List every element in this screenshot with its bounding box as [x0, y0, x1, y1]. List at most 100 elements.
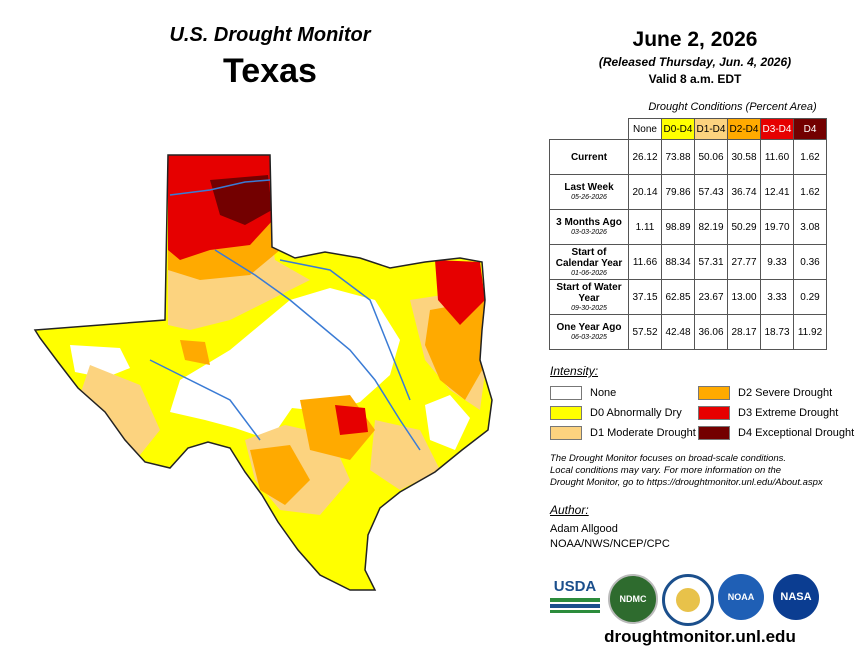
table-cell: 50.29 [727, 209, 761, 245]
table-cell: 0.29 [793, 279, 827, 315]
table-cell: 42.48 [661, 314, 695, 350]
table-cell: 62.85 [661, 279, 695, 315]
col-none: None [628, 118, 662, 140]
row-label: Current [549, 139, 629, 175]
table-row: Current 26.12 73.88 50.06 30.58 11.60 1.… [549, 139, 827, 175]
table-corner [550, 119, 629, 140]
note-line: Drought Monitor, go to https://droughtmo… [550, 477, 823, 488]
nasa-logo-text: NASA [780, 591, 812, 603]
legend-item-d0: D0 Abnormally Dry [550, 406, 682, 420]
legend-swatch [550, 406, 582, 420]
table-cell: 79.86 [661, 174, 695, 210]
website-url[interactable]: droughtmonitor.unl.edu [604, 627, 796, 646]
row-label: 3 Months Ago 03-03-2026 [549, 209, 629, 245]
map-title: U.S. Drought Monitor [169, 24, 371, 46]
legend-item-d2: D2 Severe Drought [698, 386, 832, 400]
table-cell: 82.19 [694, 209, 728, 245]
table-cell: 1.11 [628, 209, 662, 245]
table-cell: 1.62 [793, 174, 827, 210]
legend-item-d3: D3 Extreme Drought [698, 406, 838, 420]
col-d1-d4: D1-D4 [694, 118, 728, 140]
table-cell: 9.33 [760, 244, 794, 280]
drought-conditions-table: None D0-D4 D1-D4 D2-D4 D3-D4 D4 Current … [549, 118, 827, 350]
legend-label: D4 Exceptional Drought [738, 427, 855, 439]
table-cell: 1.62 [793, 139, 827, 175]
legend-label: D0 Abnormally Dry [590, 407, 682, 419]
usda-logo-text: USDA [553, 578, 597, 595]
row-date: 09-30-2025 [571, 304, 607, 312]
table-row: 3 Months Ago 03-03-2026 1.11 98.89 82.19 … [549, 209, 827, 245]
legend-item-d1: D1 Moderate Drought [550, 426, 696, 440]
table-row: Start of Calendar Year 01-06-2026 11.66 8… [549, 244, 827, 280]
table-row: Start of Water Year 09-30-2025 37.15 62.8… [549, 279, 827, 315]
table-caption: Drought Conditions (Percent Area) [648, 101, 817, 113]
legend-item-d4: D4 Exceptional Drought [698, 426, 854, 440]
disclaimer-note: The Drought Monitor focuses on broad-sca… [550, 453, 850, 489]
usda-logo: USDA [550, 578, 600, 614]
table-cell: 11.92 [793, 314, 827, 350]
table-cell: 57.31 [694, 244, 728, 280]
texas-drought-map [33, 154, 493, 591]
col-d3-d4: D3-D4 [760, 118, 794, 140]
table-cell: 0.36 [793, 244, 827, 280]
table-row: One Year Ago 06-03-2025 57.52 42.48 36.06… [549, 314, 827, 350]
table-cell: 50.06 [694, 139, 728, 175]
author-name: Adam Allgood [550, 523, 618, 535]
col-d0-d4: D0-D4 [661, 118, 695, 140]
row-label: Last Week 05-26-2026 [549, 174, 629, 210]
noaa-logo: NOAA [718, 574, 764, 620]
legend-item-none: None [550, 386, 616, 400]
row-label: One Year Ago 06-03-2025 [549, 314, 629, 350]
ndmc-logo: NDMC [608, 574, 658, 624]
map-date: June 2, 2026 [632, 28, 758, 51]
legend-label: D3 Extreme Drought [738, 407, 839, 419]
note-line: Local conditions may vary. For more info… [550, 465, 782, 476]
author-org: NOAA/NWS/NCEP/CPC [550, 538, 670, 550]
table-cell: 19.70 [760, 209, 794, 245]
table-cell: 30.58 [727, 139, 761, 175]
row-date: 06-03-2025 [571, 334, 607, 341]
table-cell: 23.67 [694, 279, 728, 315]
legend-label: D1 Moderate Drought [590, 427, 696, 439]
row-date: 03-03-2026 [571, 229, 607, 236]
table-cell: 26.12 [628, 139, 662, 175]
usdc-seal-logo [662, 574, 714, 626]
release-date: (Released Thursday, Jun. 4, 2026) [598, 55, 792, 69]
table-cell: 36.06 [694, 314, 728, 350]
table-cell: 3.33 [760, 279, 794, 315]
table-cell: 11.60 [760, 139, 794, 175]
table-cell: 36.74 [727, 174, 761, 210]
note-line: The Drought Monitor focuses on broad-sca… [550, 453, 787, 464]
table-row: Last Week 05-26-2026 20.14 79.86 57.43 36… [549, 174, 827, 210]
table-cell: 3.08 [793, 209, 827, 245]
row-label: Start of Water Year 09-30-2025 [549, 279, 629, 315]
author-block: Adam Allgood NOAA/NWS/NCEP/CPC [550, 522, 670, 552]
row-label: Start of Calendar Year 01-06-2026 [549, 244, 629, 280]
legend-heading: Intensity: [550, 364, 599, 378]
ndmc-logo-text: NDMC [619, 594, 647, 604]
table-cell: 37.15 [628, 279, 662, 315]
legend-swatch [550, 426, 582, 440]
table-cell: 13.00 [727, 279, 761, 315]
author-heading: Author: [550, 503, 589, 517]
table-cell: 57.52 [628, 314, 662, 350]
table-cell: 57.43 [694, 174, 728, 210]
row-date: 05-26-2026 [571, 194, 607, 201]
table-cell: 18.73 [760, 314, 794, 350]
table-cell: 98.89 [661, 209, 695, 245]
legend-label: None [590, 387, 617, 399]
table-cell: 88.34 [661, 244, 695, 280]
row-date: 01-06-2026 [571, 269, 607, 277]
nasa-logo: NASA [773, 574, 819, 620]
table-cell: 73.88 [661, 139, 695, 175]
col-d2-d4: D2-D4 [727, 118, 761, 140]
table-cell: 27.77 [727, 244, 761, 280]
table-cell: 12.41 [760, 174, 794, 210]
noaa-logo-text: NOAA [727, 592, 755, 602]
col-d4: D4 [793, 118, 827, 140]
legend-label: D2 Severe Drought [738, 387, 833, 399]
table-cell: 28.17 [727, 314, 761, 350]
legend-swatch [698, 386, 730, 400]
legend-swatch [698, 406, 730, 420]
state-title: Texas [223, 52, 317, 90]
